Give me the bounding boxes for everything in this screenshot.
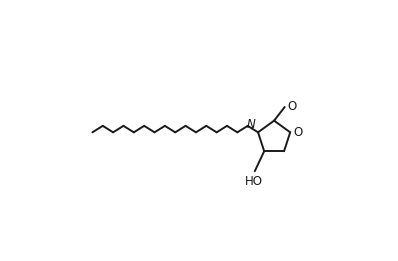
Text: N: N [246, 118, 255, 131]
Text: O: O [287, 100, 297, 112]
Text: HO: HO [245, 175, 263, 188]
Text: O: O [293, 126, 303, 139]
